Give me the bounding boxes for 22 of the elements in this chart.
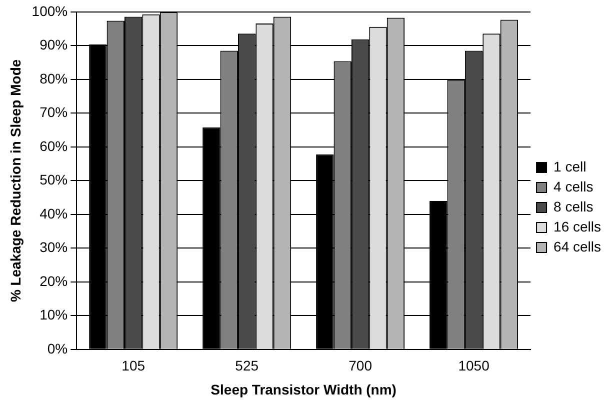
y-tick-label: 70% — [40, 104, 68, 120]
x-tick-label: 525 — [235, 358, 259, 374]
y-tick-label: 100% — [32, 2, 68, 19]
y-tick-label: 80% — [40, 70, 68, 86]
legend-label: 8 cells — [554, 198, 594, 214]
legend-label: 64 cells — [554, 238, 601, 254]
y-tick-label: 40% — [40, 205, 68, 222]
x-tick-label: 1050 — [458, 358, 490, 374]
legend-label: 4 cells — [554, 178, 594, 194]
y-tick-label: 90% — [40, 36, 68, 53]
legend-label: 1 cell — [554, 158, 586, 174]
y-tick-label: 0% — [47, 340, 68, 356]
y-tick-label: 20% — [40, 272, 68, 289]
x-axis-title: Sleep Transistor Width (nm) — [210, 381, 396, 398]
y-tick-label: 30% — [40, 239, 68, 256]
y-tick-label: 10% — [40, 306, 68, 323]
x-tick-label: 105 — [122, 358, 146, 374]
legend-label: 16 cells — [554, 218, 601, 234]
y-axis-title: % Leakage Reduction in Sleep Mode — [7, 59, 24, 302]
x-tick-label: 700 — [348, 358, 372, 374]
y-tick-label: 60% — [40, 138, 68, 154]
y-tick-label: 50% — [40, 172, 68, 188]
